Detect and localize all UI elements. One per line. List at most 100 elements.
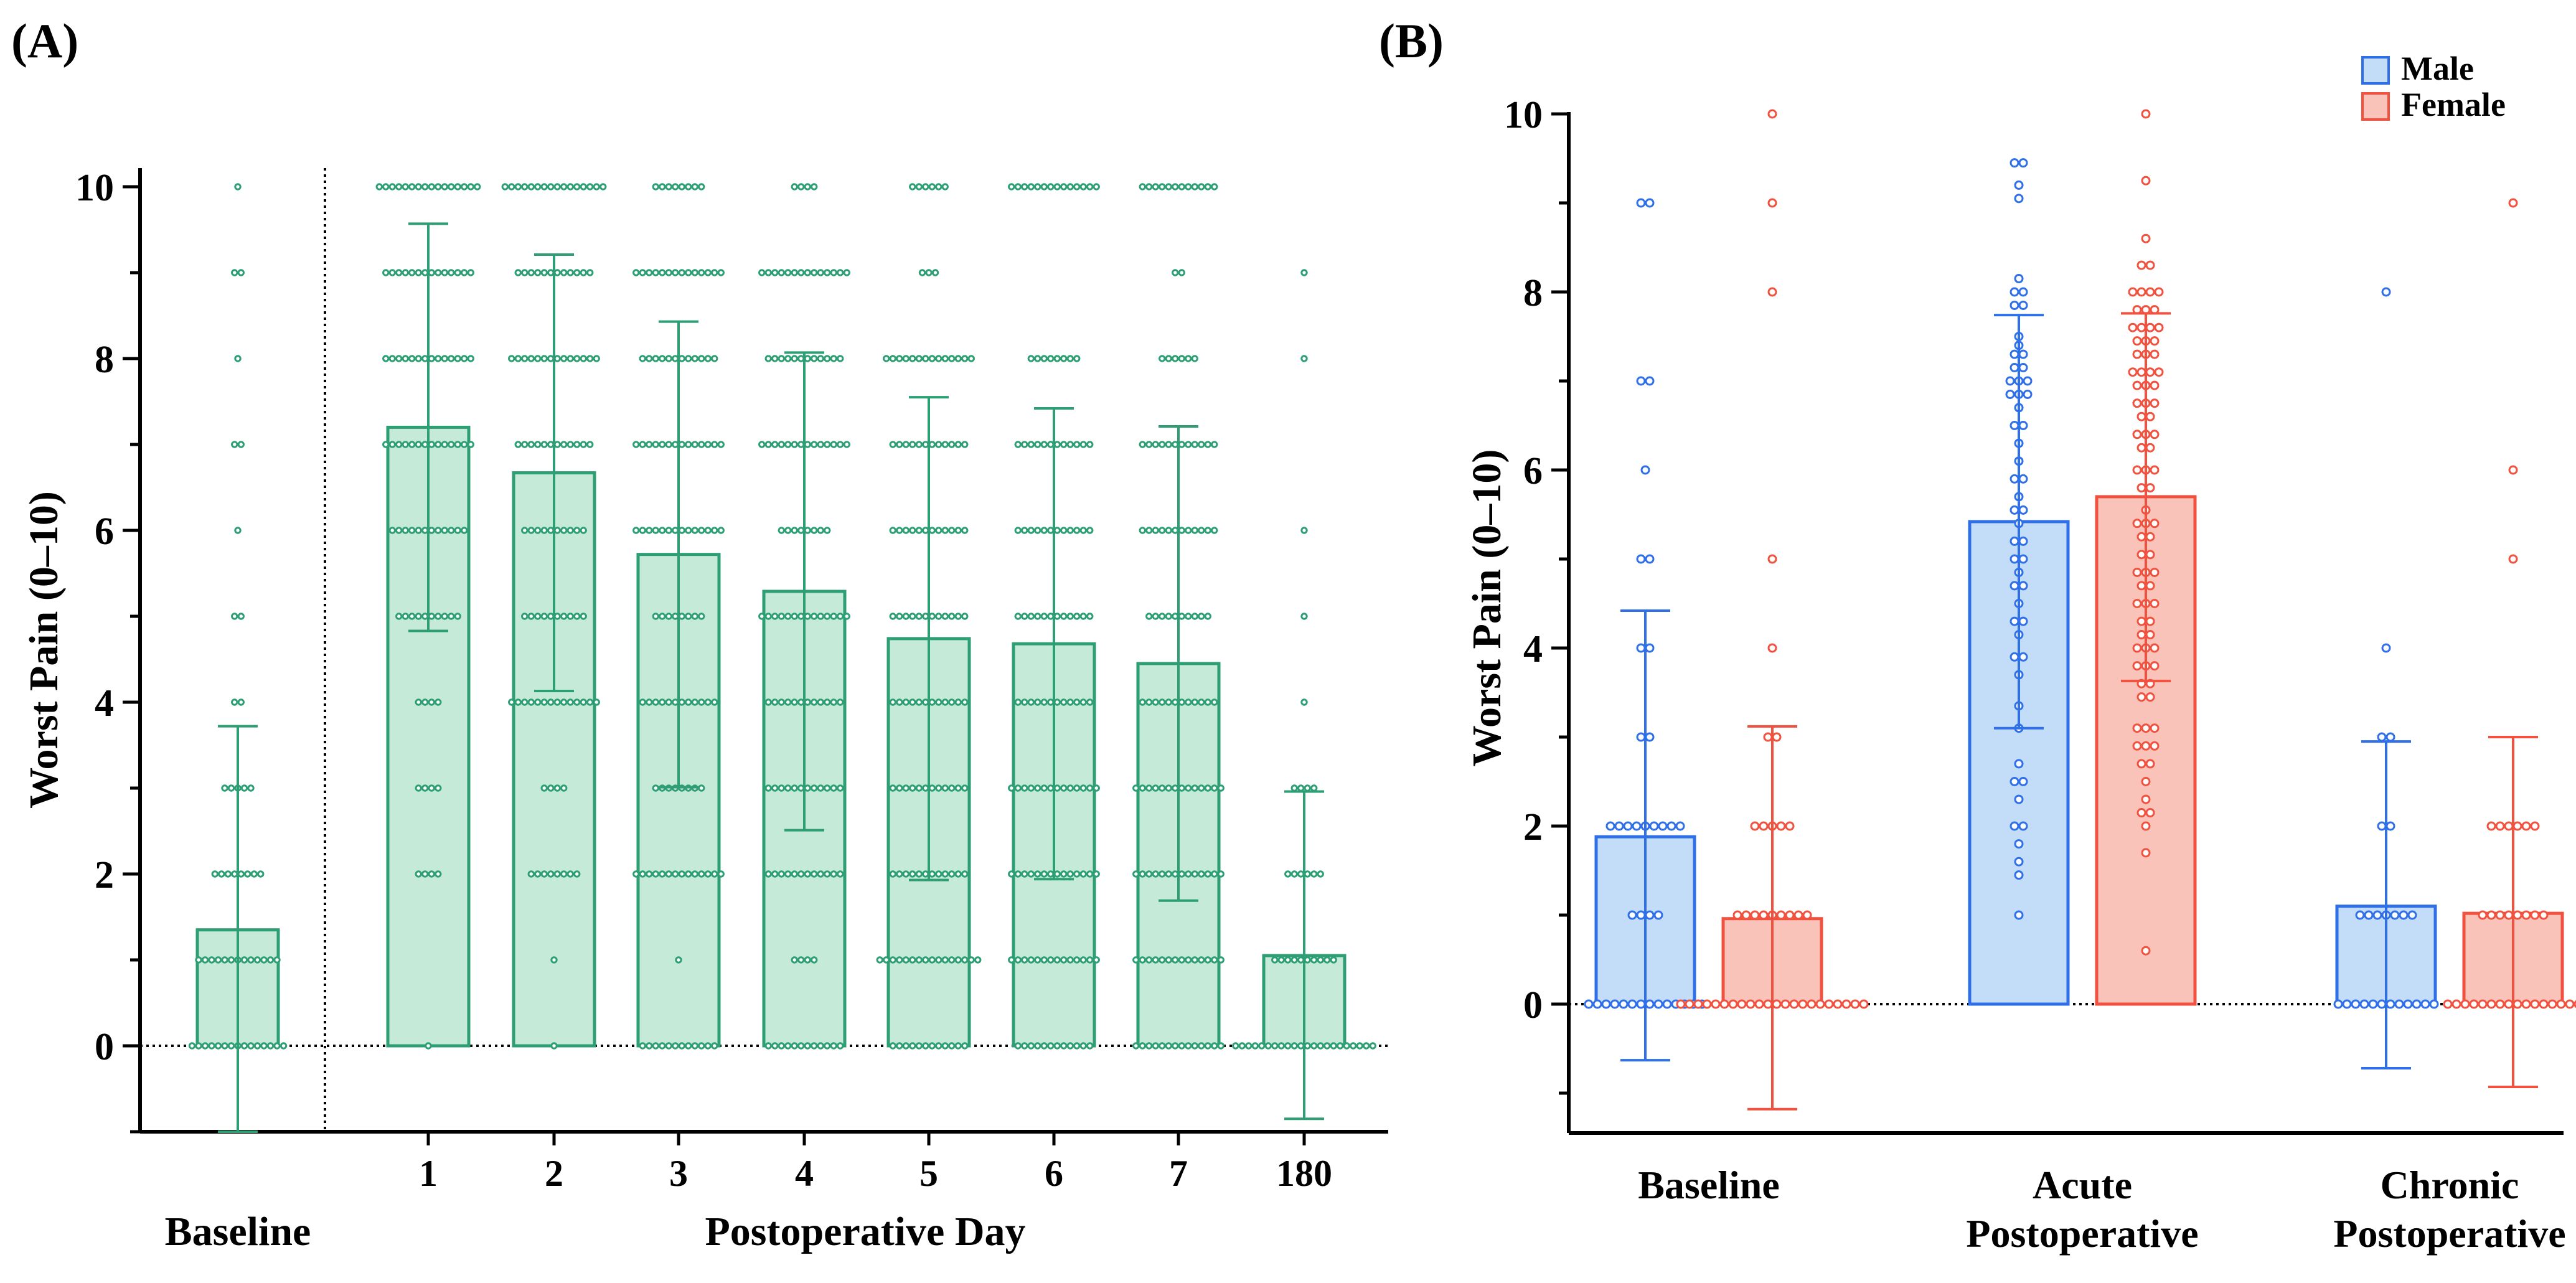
panel-a-point [961, 1042, 969, 1050]
panel-a-point [540, 355, 548, 362]
panel-b-point [1653, 999, 1663, 1009]
panel-a-point [931, 269, 939, 276]
panel-a-point [1217, 956, 1225, 964]
panel-a-point [428, 441, 435, 448]
panel-a-point [758, 441, 766, 448]
panel-b-point [1711, 999, 1721, 1009]
panel-a-point [1290, 784, 1298, 792]
panel-b-point [2018, 287, 2028, 297]
panel-a-point [1086, 870, 1094, 878]
panel-a-point [402, 183, 409, 190]
panel-a-point [928, 355, 936, 362]
panel-a-point [1027, 527, 1035, 534]
panel-a-point [902, 441, 910, 448]
panel-b-x-label-0: Baseline [1638, 1163, 1780, 1207]
panel-a-point [1034, 527, 1041, 534]
panel-b-point [2478, 999, 2488, 1009]
panel-b-point [2521, 821, 2531, 831]
panel-a-point [830, 1042, 837, 1050]
panel-a-point [1040, 698, 1048, 706]
panel-a-point [922, 355, 929, 362]
panel-a-point [1047, 956, 1055, 964]
panel-a-point [1145, 956, 1153, 964]
panel-b-point [2154, 287, 2164, 297]
panel-a-point [659, 527, 666, 534]
panel-a-point [260, 956, 268, 964]
panel-a-point [1008, 870, 1015, 878]
panel-a-point [824, 613, 831, 620]
panel-a-point [1014, 613, 1022, 620]
panel-a-point [514, 355, 522, 362]
panel-a-point [1139, 183, 1146, 190]
panel-a-point [1172, 527, 1179, 534]
panel-a-point [1034, 1042, 1041, 1050]
panel-b-point [2018, 536, 2028, 546]
panel-b-point [2521, 999, 2531, 1009]
panel-a-point [195, 956, 202, 964]
panel-a-point [1304, 870, 1311, 878]
panel-a-point [441, 355, 448, 362]
panel-a-point [234, 355, 242, 362]
panel-a-point [1159, 956, 1166, 964]
panel-a-point [698, 355, 705, 362]
panel-a-point [508, 183, 515, 190]
panel-b-point [1754, 999, 1764, 1009]
panel-a-point [1217, 784, 1225, 792]
panel-b-point [2486, 999, 2496, 1009]
panel-a-point [1021, 1042, 1028, 1050]
panel-a-point [441, 183, 448, 190]
panel-a-point [1066, 527, 1074, 534]
panel-a-point [1145, 1042, 1153, 1050]
panel-b-point [1750, 910, 1760, 920]
panel-b-point [2132, 661, 2142, 671]
panel-a-point [1086, 956, 1094, 964]
panel-b-point [2018, 158, 2028, 168]
panel-a-point [467, 269, 474, 276]
panel-a-point [1053, 784, 1061, 792]
panel-a-point [395, 441, 403, 448]
panel-a-point [1008, 183, 1015, 190]
panel-a-point [704, 698, 712, 706]
panel-a-y-tick-label: 6 [95, 510, 114, 553]
panel-a-point [711, 269, 718, 276]
panel-b-point [2150, 723, 2160, 733]
panel-a-point [1060, 870, 1068, 878]
panel-a-point [1021, 698, 1028, 706]
panel-a-point [646, 355, 653, 362]
panel-a-point [534, 355, 542, 362]
panel-a-point [1093, 183, 1100, 190]
panel-a-point [935, 355, 942, 362]
panel-a-point [1145, 183, 1153, 190]
panel-a-point [573, 183, 581, 190]
panel-a-point [797, 784, 805, 792]
panel-a-point [922, 527, 929, 534]
panel-a-point [560, 355, 568, 362]
panel-a-point [428, 613, 435, 620]
panel-a-point [553, 355, 561, 362]
panel-a-point [421, 870, 429, 878]
panel-a-point [1211, 183, 1218, 190]
panel-b-point [1675, 821, 1685, 831]
panel-a-point [665, 527, 672, 534]
panel-b-point [2145, 808, 2155, 818]
panel-b-male-category-2 [2333, 287, 2439, 1069]
panel-b-point [1592, 999, 1602, 1009]
panel-a-point [415, 870, 422, 878]
panel-a-point [1198, 183, 1205, 190]
panel-a-point [527, 698, 535, 706]
panel-b-point [2010, 158, 2019, 168]
panel-b-point [2136, 616, 2146, 626]
panel-a-point [652, 1042, 659, 1050]
panel-a-point [811, 698, 818, 706]
panel-a-point [586, 269, 594, 276]
panel-a-point [922, 441, 929, 448]
panel-a-point [941, 698, 949, 706]
panel-a-point [448, 613, 455, 620]
panel-a-point [1369, 1042, 1376, 1050]
panel-a-point [586, 183, 594, 190]
panel-a-point [961, 870, 969, 878]
panel-a-point [704, 441, 712, 448]
panel-b-point [2018, 505, 2028, 515]
panel-a-point [448, 183, 455, 190]
panel-a-point [1027, 441, 1035, 448]
